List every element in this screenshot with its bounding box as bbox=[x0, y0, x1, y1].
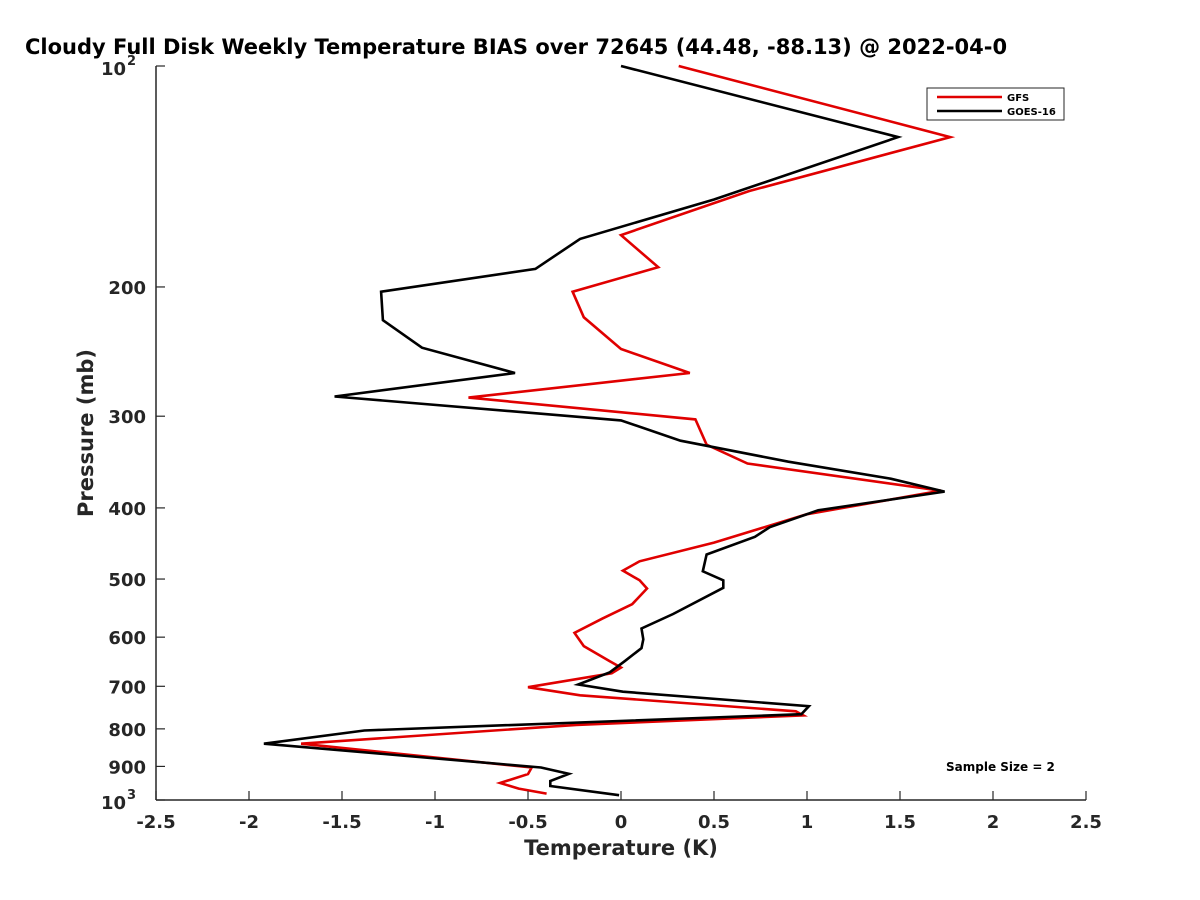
legend-label-gfs: GFS bbox=[1007, 93, 1029, 104]
y-tick-label: 10 bbox=[101, 59, 126, 80]
legend-box bbox=[926, 87, 1065, 121]
series-line-gfs bbox=[300, 64, 956, 795]
y-tick-exponent: 2 bbox=[127, 54, 136, 69]
y-tick-label: 500 bbox=[108, 570, 146, 591]
x-tick-label: -2.5 bbox=[136, 812, 175, 833]
legend-label-goes16: GOES-16 bbox=[1007, 107, 1056, 118]
x-tick-label: -1 bbox=[425, 812, 445, 833]
plot-area: -2.5 -2 -1.5 -1 -0.5 0 0.5 1 1.5 2 2.510 2200300400… bbox=[101, 54, 1102, 833]
series-line-goes16 bbox=[263, 64, 945, 797]
series-layer bbox=[263, 64, 956, 797]
sample-size-annotation: Sample Size = 2 bbox=[946, 760, 1055, 774]
x-tick-label: -2 bbox=[239, 812, 259, 833]
x-axis-label: Temperature (K) bbox=[524, 836, 718, 860]
y-tick-label: 10 bbox=[101, 793, 126, 814]
y-tick-label: 300 bbox=[108, 407, 146, 428]
x-tick-label: 2.5 bbox=[1070, 812, 1102, 833]
y-tick-exponent: 3 bbox=[127, 788, 136, 803]
y-tick-label: 400 bbox=[108, 499, 146, 520]
axes-layer: -2.5 -2 -1.5 -1 -0.5 0 0.5 1 1.5 2 2.510 2200300400… bbox=[101, 54, 1102, 833]
y-tick-label: 900 bbox=[108, 757, 146, 778]
x-tick-label: 1.5 bbox=[884, 812, 916, 833]
y-tick-label: 800 bbox=[108, 720, 146, 741]
x-tick-label: 0.5 bbox=[698, 812, 730, 833]
x-tick-label: -0.5 bbox=[508, 812, 547, 833]
y-tick-label: 600 bbox=[108, 628, 146, 649]
x-tick-label: 1 bbox=[801, 812, 814, 833]
y-axis-label: Pressure (mb) bbox=[74, 349, 98, 517]
chart-title: Cloudy Full Disk Weekly Temperature BIAS… bbox=[25, 35, 1007, 59]
x-tick-label: 0 bbox=[615, 812, 628, 833]
x-tick-label: 2 bbox=[987, 812, 1000, 833]
x-tick-label: -1.5 bbox=[322, 812, 361, 833]
y-tick-label: 200 bbox=[108, 278, 146, 299]
legend: GFS GOES-16 bbox=[926, 87, 1065, 121]
y-tick-label: 700 bbox=[108, 677, 146, 698]
